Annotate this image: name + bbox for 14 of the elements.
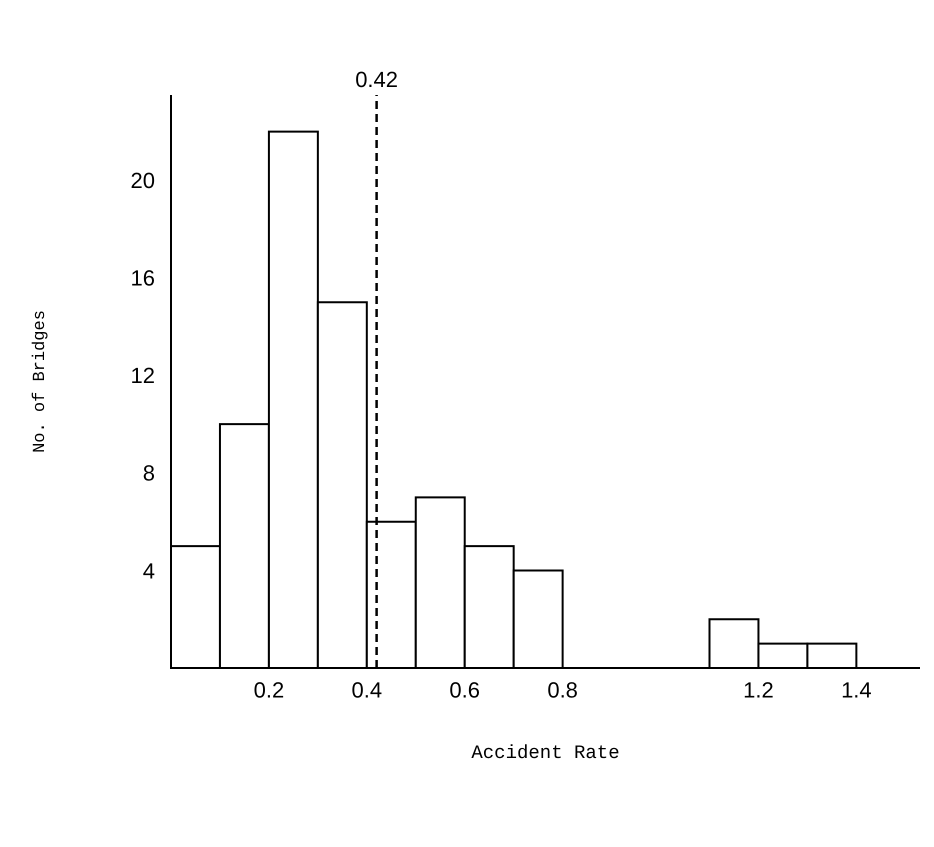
- x-tick-label: 1.4: [841, 678, 872, 703]
- x-axis-title: Accident Rate: [471, 742, 620, 764]
- y-tick-label: 16: [130, 266, 155, 291]
- y-tick-label: 8: [142, 460, 155, 486]
- ref-line-label: 0.42: [355, 67, 398, 92]
- y-tick-label: 12: [130, 363, 155, 388]
- y-tick-label: 20: [130, 168, 155, 194]
- x-tick-label: 1.2: [743, 678, 774, 703]
- x-tick-label: 0.4: [352, 678, 382, 703]
- x-tick-label: 0.6: [449, 678, 480, 703]
- x-tick-label: 0.2: [254, 678, 284, 703]
- x-tick-label: 0.8: [547, 678, 578, 703]
- y-tick-label: 4: [142, 558, 155, 584]
- y-axis-title: No. of Bridges: [31, 310, 50, 453]
